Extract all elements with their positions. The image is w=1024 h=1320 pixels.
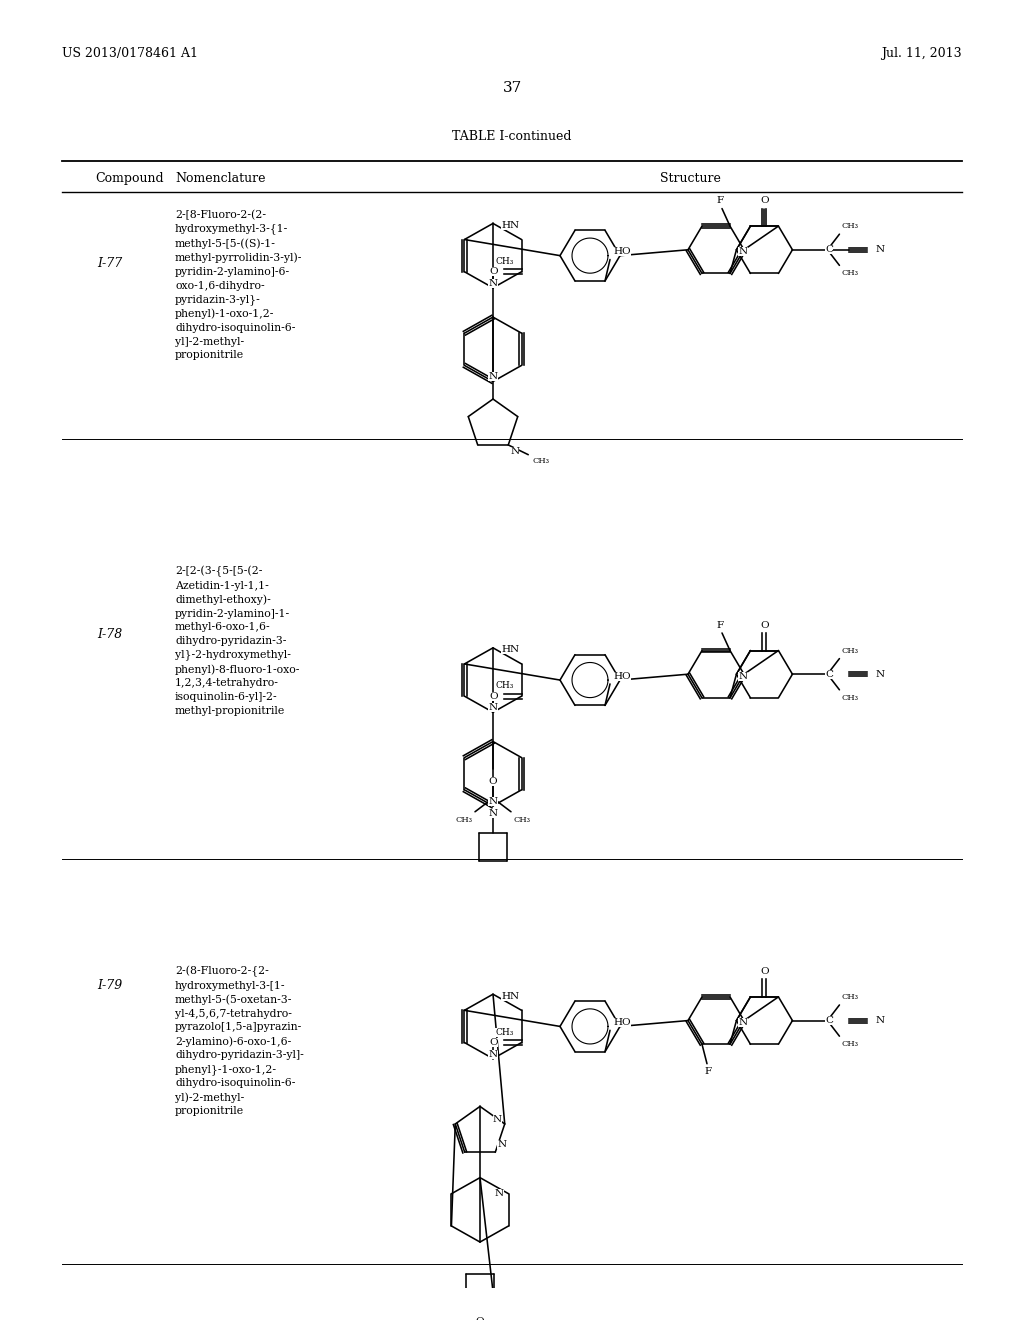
Text: CH₃: CH₃ [532,457,549,465]
Text: N: N [495,1189,504,1199]
Text: CH₃: CH₃ [842,693,858,702]
Text: Nomenclature: Nomenclature [175,172,265,185]
Text: O: O [760,968,769,975]
Text: TABLE I-continued: TABLE I-continued [453,131,571,143]
Text: N: N [488,809,498,817]
Text: 37: 37 [503,81,521,95]
Text: N: N [876,246,885,255]
Text: F: F [717,197,724,205]
Text: 2-[2-(3-{5-[5-(2-
Azetidin-1-yl-1,1-
dimethyl-ethoxy)-
pyridin-2-ylamino]-1-
met: 2-[2-(3-{5-[5-(2- Azetidin-1-yl-1,1- dim… [175,566,300,715]
Text: CH₃: CH₃ [495,681,513,690]
Text: CH₃: CH₃ [842,993,858,1001]
Text: O: O [760,620,769,630]
Text: US 2013/0178461 A1: US 2013/0178461 A1 [62,48,198,61]
Text: N: N [488,797,498,807]
Text: Compound: Compound [95,172,164,185]
Text: CH₃: CH₃ [842,222,858,231]
Text: HN: HN [501,991,519,1001]
Text: HN: HN [501,220,519,230]
Text: F: F [717,620,724,630]
Text: N: N [488,704,498,713]
Text: N: N [488,1049,498,1059]
Text: F: F [705,1067,712,1076]
Text: I-79: I-79 [97,979,123,991]
Text: CH₃: CH₃ [456,816,473,824]
Text: N: N [876,669,885,678]
Text: N: N [498,1140,507,1148]
Text: Jul. 11, 2013: Jul. 11, 2013 [882,48,962,61]
Text: 2-(8-Fluoro-2-{2-
hydroxymethyl-3-[1-
methyl-5-(5-oxetan-3-
yl-4,5,6,7-tetrahydr: 2-(8-Fluoro-2-{2- hydroxymethyl-3-[1- me… [175,966,304,1117]
Text: CH₃: CH₃ [842,1040,858,1048]
Text: I-78: I-78 [97,628,123,640]
Text: CH₃: CH₃ [842,647,858,655]
Text: O: O [488,1038,498,1047]
Text: 2-[8-Fluoro-2-(2-
hydroxymethyl-3-{1-
methyl-5-[5-((S)-1-
methyl-pyrrolidin-3-yl: 2-[8-Fluoro-2-(2- hydroxymethyl-3-{1- me… [175,210,302,360]
Text: O: O [760,197,769,205]
Text: HN: HN [501,645,519,655]
Text: N: N [493,1114,502,1123]
Text: HO: HO [613,672,631,681]
Text: HO: HO [613,247,631,256]
Text: N: N [488,279,498,288]
Text: CH₃: CH₃ [495,1028,513,1036]
Text: C: C [825,1016,834,1026]
Text: HO: HO [613,1018,631,1027]
Text: C: C [825,669,834,678]
Text: N: N [876,1016,885,1026]
Text: O: O [488,692,498,701]
Text: N: N [738,1018,748,1027]
Text: I-77: I-77 [97,257,123,269]
Text: CH₃: CH₃ [495,257,513,267]
Text: N: N [510,447,519,455]
Text: N: N [738,672,748,681]
Text: CH₃: CH₃ [513,816,530,824]
Text: O: O [476,1317,484,1320]
Text: CH₃: CH₃ [842,269,858,277]
Text: O: O [488,267,498,276]
Text: Structure: Structure [659,172,721,185]
Text: C: C [825,246,834,255]
Text: O: O [488,776,498,785]
Text: N: N [488,372,498,381]
Text: N: N [738,247,748,256]
